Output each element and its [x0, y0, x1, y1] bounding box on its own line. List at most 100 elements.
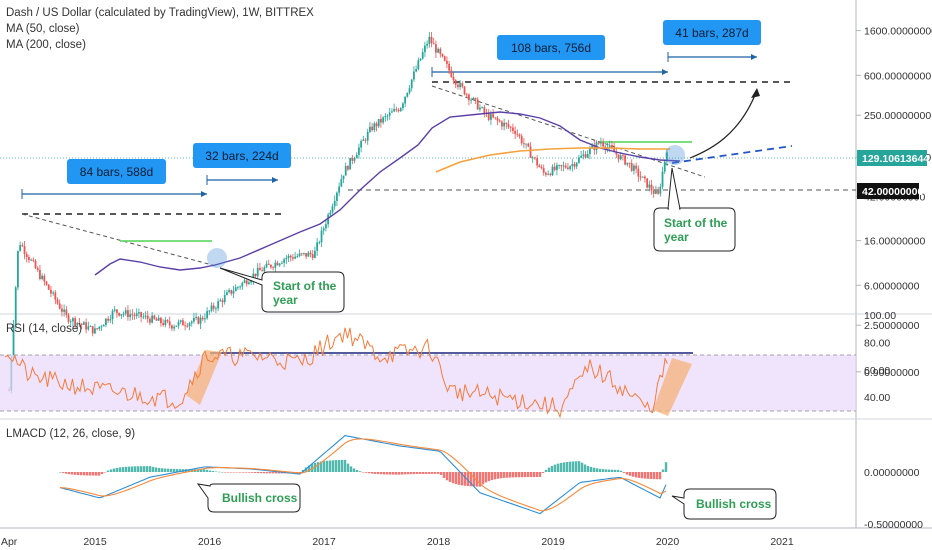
macd-hist-bar	[172, 468, 176, 472]
candle-body	[100, 326, 103, 328]
candle-body	[364, 139, 367, 141]
macd-hist-bar	[223, 472, 227, 473]
macd-hist-bar	[517, 472, 521, 478]
macd-hist-bar	[427, 472, 431, 474]
candle-body	[206, 311, 209, 319]
candle-body	[160, 317, 162, 324]
macd-hist-bar	[244, 472, 248, 473]
macd-hist-bar	[130, 466, 134, 472]
candle-body	[61, 308, 63, 312]
candle-body	[503, 122, 506, 127]
candle-body	[250, 280, 253, 283]
candle-body	[393, 109, 396, 112]
macd-hist-bar	[142, 466, 146, 472]
macd-hist-bar	[379, 472, 383, 475]
time-tick-label: 2016	[198, 536, 222, 548]
macd-hist-bar	[619, 470, 623, 472]
candle-body	[164, 320, 167, 326]
candle-body	[540, 167, 543, 169]
candle-body	[661, 171, 664, 187]
rsi-axis[interactable]: 100.00 80.00 60.00 40.00	[864, 310, 896, 404]
candle-body	[17, 250, 19, 288]
candle-body	[157, 317, 160, 321]
candle-body	[63, 309, 66, 312]
candle-body	[582, 154, 585, 157]
candle-body	[340, 179, 343, 187]
candle-body	[142, 316, 145, 318]
macd-hist-bar	[205, 469, 209, 472]
candle-body	[47, 284, 50, 290]
candle-body	[646, 178, 649, 188]
candle-body	[589, 148, 591, 154]
macd-hist-bar	[217, 471, 221, 473]
candle-body	[551, 166, 554, 176]
candle-body	[355, 154, 358, 159]
macd-hist-bar	[214, 471, 218, 472]
macd-hist-bar	[112, 468, 116, 472]
candle-body	[404, 96, 407, 104]
macd-hist-bar	[277, 472, 281, 474]
candle-body	[25, 253, 28, 258]
macd-hist-bar	[349, 466, 353, 472]
macd-hist-bar	[331, 460, 335, 472]
macd-hist-bar	[316, 462, 320, 472]
candle-body	[534, 157, 536, 159]
candle-body	[388, 112, 391, 116]
macd-hist-bar	[622, 472, 626, 473]
candle-body	[448, 63, 451, 71]
info-box-32: 32 bars, 224d	[193, 143, 291, 168]
highlight-circle-2016	[207, 248, 227, 268]
candle-body	[190, 321, 193, 324]
candle-body	[630, 163, 633, 171]
candle-body	[644, 176, 646, 179]
candles-group	[8, 31, 668, 394]
macd-hist-bar	[253, 472, 257, 473]
candle-body	[314, 250, 316, 258]
candle-body	[527, 143, 530, 147]
macd-hist-bar	[376, 472, 380, 475]
macd-axis[interactable]: 0.00000000 -0.50000000	[864, 467, 923, 531]
macd-line	[59, 435, 667, 515]
macd-hist-bar	[160, 468, 164, 472]
macd-hist-bar	[625, 472, 629, 475]
macd-hist-bar	[79, 472, 83, 476]
macd-hist-bar	[451, 472, 455, 484]
macd-hist-bar	[109, 469, 113, 472]
candle-body	[140, 312, 143, 318]
macd-hist-bar	[397, 472, 401, 475]
macd-hist-bar	[340, 459, 344, 472]
macd-hist-bar	[646, 472, 650, 479]
macd-histogram	[58, 459, 668, 487]
macd-hist-bar	[370, 472, 374, 474]
candle-body	[380, 118, 382, 123]
signal-line	[59, 438, 667, 512]
macd-hist-bar	[529, 472, 533, 478]
macd-hist-bar	[409, 472, 413, 475]
svg-text:129.10613644: 129.10613644	[862, 153, 929, 165]
macd-hist-bar	[469, 472, 473, 487]
macd-hist-bar	[505, 472, 509, 478]
candle-body	[296, 256, 299, 257]
time-tick-label: 2021	[770, 536, 794, 548]
candle-body	[215, 308, 217, 310]
candle-body	[278, 263, 281, 266]
macd-hist-bar	[418, 472, 422, 474]
candle-body	[406, 92, 409, 97]
candle-body	[234, 287, 237, 292]
time-axis[interactable]: Apr 2015 2016 2017 2018 2019 2020 2021	[1, 536, 794, 548]
candle-body	[91, 326, 94, 334]
ma50-line	[94, 111, 681, 276]
candle-body	[628, 162, 631, 164]
macd-hist-bar	[334, 460, 338, 472]
macd-hist-bar	[247, 472, 251, 473]
candle-body	[615, 152, 618, 155]
candle-body	[428, 36, 431, 44]
macd-hist-bar	[430, 472, 434, 474]
macd-hist-bar	[61, 472, 65, 473]
price-tick-label: 6.00000000	[864, 280, 920, 292]
info-box-108: 108 bars, 756d	[497, 35, 605, 60]
macd-hist-bar	[175, 469, 179, 472]
candle-body	[105, 318, 107, 325]
candle-body	[586, 153, 589, 158]
